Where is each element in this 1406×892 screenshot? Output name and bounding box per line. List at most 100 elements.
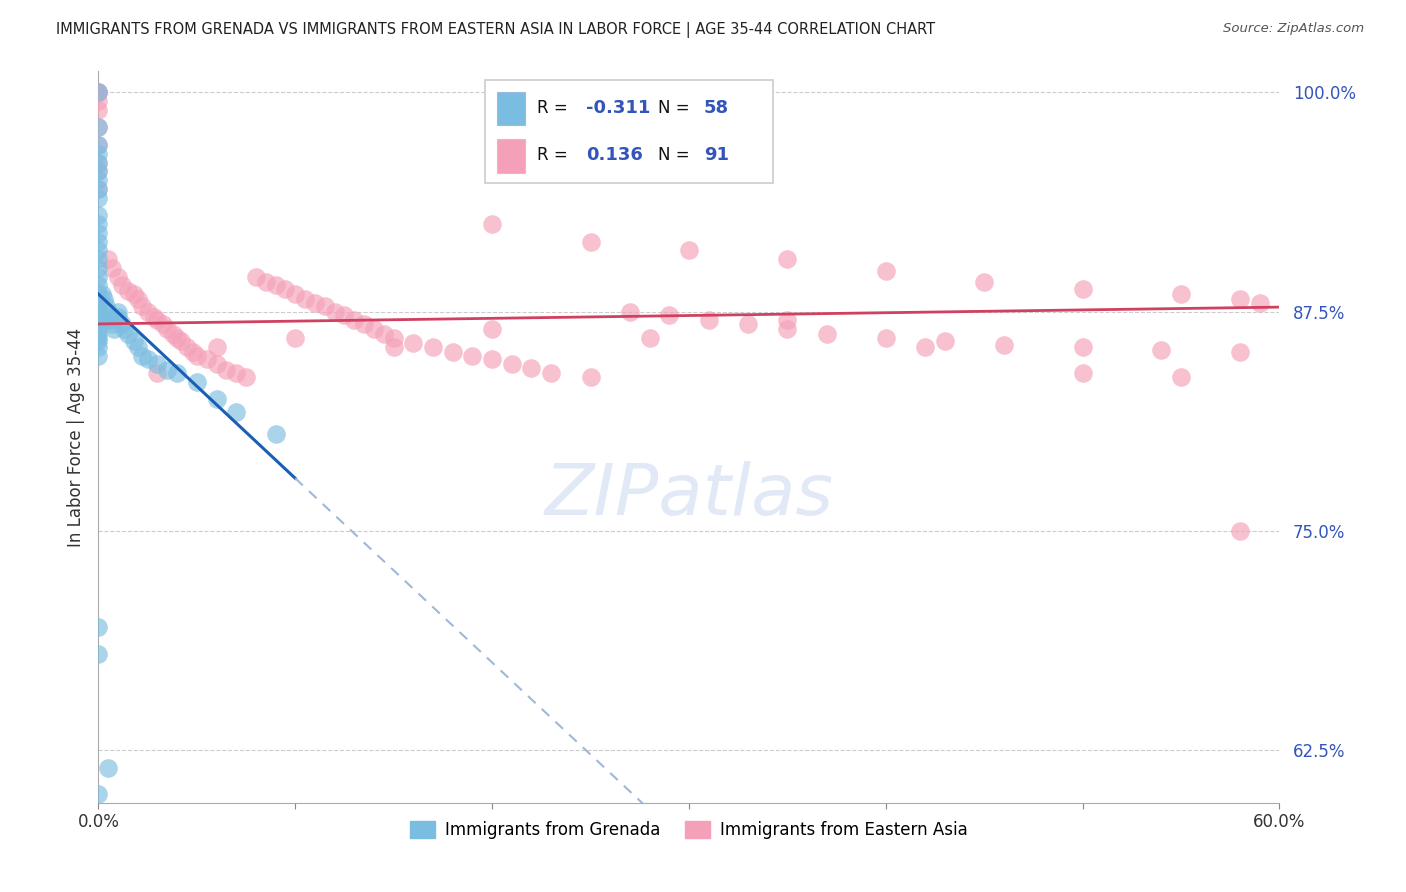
Point xyxy=(117,327,139,342)
Point xyxy=(973,275,995,289)
Point xyxy=(107,304,129,318)
Point xyxy=(441,345,464,359)
Point xyxy=(181,345,204,359)
Text: 58: 58 xyxy=(704,99,730,117)
Point xyxy=(87,120,110,135)
Point xyxy=(235,369,257,384)
Point xyxy=(146,366,169,380)
Point xyxy=(112,322,135,336)
Point xyxy=(245,269,267,284)
Point xyxy=(87,155,110,169)
Point xyxy=(87,86,110,100)
Point xyxy=(87,164,110,178)
Point xyxy=(122,334,145,349)
Point xyxy=(264,278,287,293)
Point xyxy=(170,334,193,349)
Point xyxy=(87,647,110,661)
Point xyxy=(87,155,110,169)
Point xyxy=(87,287,110,301)
Point xyxy=(91,287,114,301)
Point xyxy=(87,226,110,240)
Text: 91: 91 xyxy=(704,146,730,164)
Point xyxy=(87,182,110,196)
Point xyxy=(166,331,188,345)
Point xyxy=(323,304,346,318)
Point xyxy=(127,340,149,354)
Point xyxy=(914,340,936,354)
Point xyxy=(97,252,120,266)
Text: R =: R = xyxy=(537,99,568,117)
FancyBboxPatch shape xyxy=(496,139,526,173)
Point xyxy=(215,362,238,376)
Point xyxy=(87,334,110,349)
Point xyxy=(776,313,799,327)
Point xyxy=(225,366,247,380)
Point xyxy=(875,331,897,345)
Point xyxy=(737,317,759,331)
Point xyxy=(619,304,641,318)
Point xyxy=(1249,296,1271,310)
Point xyxy=(1170,287,1192,301)
Point xyxy=(1150,343,1173,358)
Point xyxy=(481,217,503,231)
Point xyxy=(274,282,297,296)
Point xyxy=(1071,340,1094,354)
Point xyxy=(87,86,110,100)
Point xyxy=(93,293,115,307)
Point xyxy=(136,304,159,318)
Point xyxy=(111,317,134,331)
Point xyxy=(284,331,307,345)
Point xyxy=(87,322,110,336)
Point xyxy=(501,357,523,371)
Text: N =: N = xyxy=(658,99,689,117)
Point xyxy=(122,287,145,301)
Point xyxy=(87,317,110,331)
Point xyxy=(127,293,149,307)
Point xyxy=(481,322,503,336)
Point xyxy=(87,120,110,135)
Point xyxy=(373,327,395,342)
Point xyxy=(166,366,188,380)
Point xyxy=(87,146,110,161)
Point xyxy=(131,349,153,363)
Point xyxy=(87,103,110,117)
Point xyxy=(264,427,287,442)
Point xyxy=(1229,293,1251,307)
Point xyxy=(87,173,110,187)
Point xyxy=(87,331,110,345)
Point xyxy=(993,338,1015,352)
Point xyxy=(87,191,110,205)
FancyBboxPatch shape xyxy=(485,80,773,183)
Point xyxy=(87,252,110,266)
Point xyxy=(107,310,129,324)
Point xyxy=(205,357,228,371)
Point xyxy=(579,235,602,249)
Point xyxy=(481,351,503,366)
Point xyxy=(815,327,838,342)
Text: R =: R = xyxy=(537,146,568,164)
Point xyxy=(142,310,165,324)
Point xyxy=(225,404,247,418)
Point xyxy=(678,244,700,258)
Point xyxy=(934,334,956,349)
Point xyxy=(363,322,385,336)
Point xyxy=(101,260,124,275)
Point xyxy=(156,322,179,336)
Point xyxy=(87,296,110,310)
Point xyxy=(152,317,174,331)
Point xyxy=(382,340,405,354)
Point xyxy=(146,357,169,371)
Point xyxy=(205,340,228,354)
Point xyxy=(103,322,125,336)
Point xyxy=(162,327,184,342)
Point xyxy=(87,787,110,801)
Point xyxy=(87,138,110,153)
Point xyxy=(402,336,425,351)
Point xyxy=(697,313,720,327)
Point xyxy=(131,300,153,314)
Point xyxy=(87,138,110,153)
Point xyxy=(1071,282,1094,296)
Point xyxy=(1170,369,1192,384)
Text: ZIPatlas: ZIPatlas xyxy=(544,461,834,530)
Point xyxy=(96,300,118,314)
